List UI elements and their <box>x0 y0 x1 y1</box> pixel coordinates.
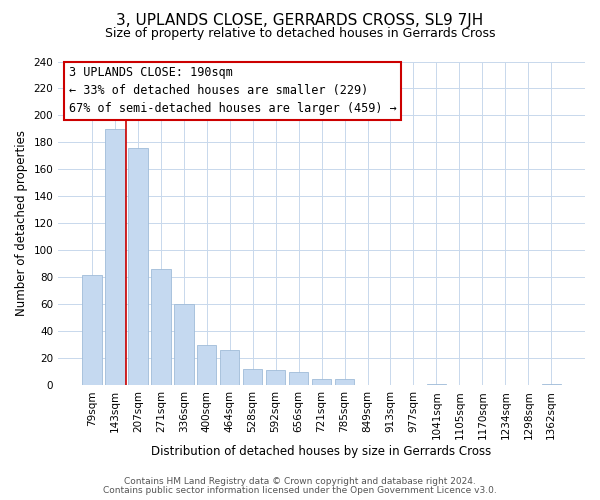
X-axis label: Distribution of detached houses by size in Gerrards Cross: Distribution of detached houses by size … <box>151 444 492 458</box>
Text: Contains HM Land Registry data © Crown copyright and database right 2024.: Contains HM Land Registry data © Crown c… <box>124 477 476 486</box>
Text: Size of property relative to detached houses in Gerrards Cross: Size of property relative to detached ho… <box>105 28 495 40</box>
Bar <box>105 129 125 386</box>
Bar <box>542 384 561 386</box>
Bar <box>197 345 217 386</box>
Bar <box>266 370 286 386</box>
Text: 3, UPLANDS CLOSE, GERRARDS CROSS, SL9 7JH: 3, UPLANDS CLOSE, GERRARDS CROSS, SL9 7J… <box>116 12 484 28</box>
Text: Contains public sector information licensed under the Open Government Licence v3: Contains public sector information licen… <box>103 486 497 495</box>
Bar <box>82 274 101 386</box>
Bar <box>174 304 194 386</box>
Bar <box>427 384 446 386</box>
Bar <box>335 378 355 386</box>
Bar <box>312 378 331 386</box>
Bar <box>220 350 239 386</box>
Text: 3 UPLANDS CLOSE: 190sqm
← 33% of detached houses are smaller (229)
67% of semi-d: 3 UPLANDS CLOSE: 190sqm ← 33% of detache… <box>69 66 397 116</box>
Bar <box>128 148 148 386</box>
Bar <box>243 369 262 386</box>
Bar <box>289 372 308 386</box>
Bar <box>151 270 170 386</box>
Y-axis label: Number of detached properties: Number of detached properties <box>15 130 28 316</box>
